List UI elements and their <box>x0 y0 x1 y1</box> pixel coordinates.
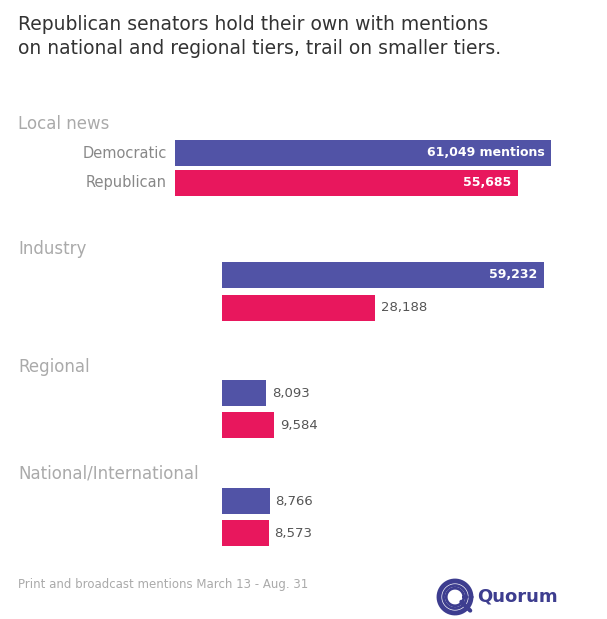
Bar <box>222 488 270 514</box>
Text: on national and regional tiers, trail on smaller tiers.: on national and regional tiers, trail on… <box>18 39 501 58</box>
Text: 8,093: 8,093 <box>272 386 310 399</box>
Text: Local news: Local news <box>18 115 109 133</box>
Text: 9,584: 9,584 <box>280 418 318 431</box>
Text: 8,766: 8,766 <box>276 495 313 508</box>
Bar <box>222 412 274 438</box>
Bar <box>222 295 375 321</box>
Text: Regional: Regional <box>18 358 90 376</box>
Bar <box>175 140 551 166</box>
Text: Republican senators hold their own with mentions: Republican senators hold their own with … <box>18 15 488 34</box>
Text: 61,049 mentions: 61,049 mentions <box>427 147 544 160</box>
Text: Republican: Republican <box>86 176 167 191</box>
Text: National/International: National/International <box>18 465 198 483</box>
Bar <box>222 380 266 406</box>
Text: Industry: Industry <box>18 240 86 258</box>
Bar <box>175 170 518 196</box>
Text: 55,685: 55,685 <box>463 176 512 189</box>
Text: 8,573: 8,573 <box>274 527 313 540</box>
Bar <box>222 520 268 546</box>
Bar <box>222 262 544 288</box>
Text: 59,232: 59,232 <box>489 269 538 282</box>
Text: Quorum: Quorum <box>477 588 558 606</box>
Text: Print and broadcast mentions March 13 - Aug. 31: Print and broadcast mentions March 13 - … <box>18 578 308 591</box>
Text: 28,188: 28,188 <box>381 301 427 314</box>
Text: Democratic: Democratic <box>83 145 167 160</box>
